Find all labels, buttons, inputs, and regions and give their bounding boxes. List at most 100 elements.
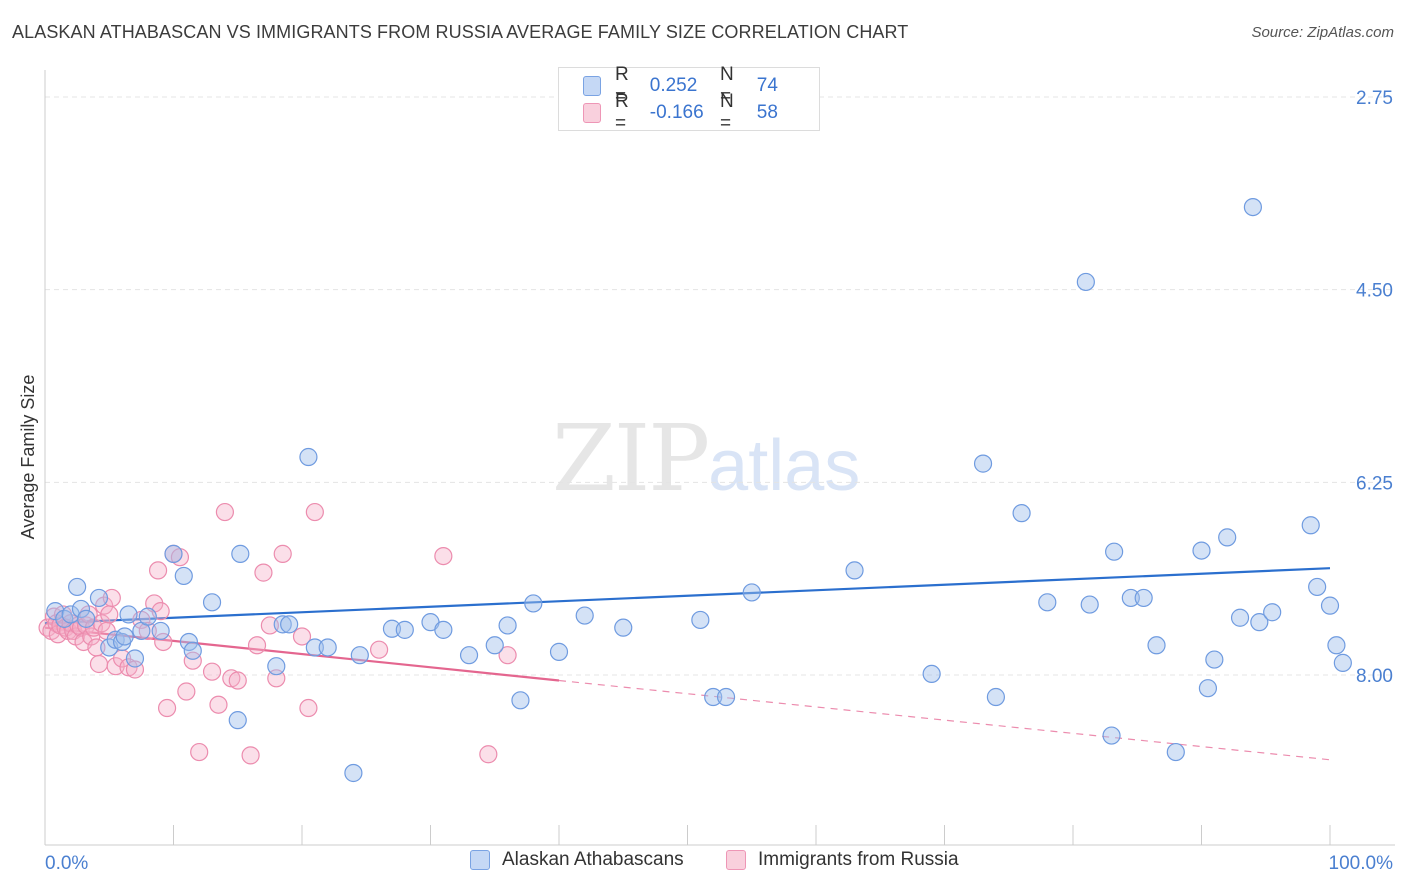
data-point-athabascan [125,649,145,668]
legend-row-athabascans: R = 0.252 N = 74 [583,64,819,107]
data-point-russia [138,621,157,641]
data-point-athabascan [77,609,96,628]
x-tick-label: 100.0% [1329,853,1394,874]
data-point-athabascan [549,642,569,661]
data-point-athabascan [115,627,134,646]
data-point-athabascan [350,646,369,665]
chart-source: Source: ZipAtlas.com [1251,24,1394,41]
data-point-athabascan [986,687,1006,707]
correlation-legend: R = 0.252 N = 74 R = -0.166 N = 58 [558,64,820,134]
data-point-russia [299,698,318,718]
data-point-russia [498,646,517,665]
data-point-russia [241,746,260,765]
data-point-athabascan [202,593,222,612]
data-point-athabascan [511,691,530,710]
data-point-russia [305,502,324,522]
data-point-athabascan [1320,596,1340,615]
trend-line-athabascans [44,567,1331,625]
data-point-athabascan [318,638,337,657]
data-point-athabascan [174,566,193,586]
data-point-athabascan [1102,726,1121,745]
data-point-russia [254,563,273,582]
data-point-russia [479,745,498,764]
data-point-russia [202,662,222,681]
data-point-athabascan [1080,595,1099,614]
data-point-athabascan [1333,653,1352,672]
data-point-russia [154,632,173,652]
legend-r-label: R = [615,64,629,107]
legend-r-value: 0.252 [649,75,698,96]
data-point-athabascan [1012,504,1031,523]
watermark-zip: ZIP [552,405,710,512]
data-point-athabascan [273,615,292,634]
data-point-athabascan [183,641,202,660]
legend-swatch-blue [583,76,601,96]
data-point-russia [100,605,119,624]
data-point-athabascan [344,763,363,783]
x-tick-label: 0.0% [45,853,88,874]
data-point-athabascan [1134,588,1153,608]
data-point-athabascan [704,687,723,707]
data-point-athabascan [742,583,761,602]
legend-r-value: -0.166 [649,102,704,123]
data-point-athabascan [1243,197,1263,217]
data-point-russia [273,544,292,563]
data-point-athabascan [1105,542,1124,561]
legend-r-label: R = [615,91,629,134]
series-legend-athabascans: Alaskan Athabascans [470,849,684,871]
chart-title: ALASKAN ATHABASCAN VS IMMIGRANTS FROM RU… [12,22,909,42]
data-point-athabascan [1192,541,1211,560]
data-point-athabascan [691,610,710,630]
series-label-russia: Immigrants from Russia [758,849,959,870]
data-point-athabascan [1308,577,1327,597]
data-point-athabascan [138,607,157,626]
axis-layer [44,70,1395,846]
data-point-athabascan [164,544,183,563]
data-point-athabascan [1166,742,1185,762]
data-point-russia [215,502,234,522]
grid-layer [45,96,1395,676]
data-point-russia [190,742,209,762]
series-legend-russia: Immigrants from Russia [726,849,959,871]
data-point-athabascan [1218,528,1237,547]
y-tick-label: 6.25 [1356,473,1393,494]
trend-layer [44,567,1331,761]
data-point-athabascan [922,664,941,683]
data-point-athabascan [498,616,517,635]
data-point-athabascan [1147,636,1166,655]
watermark: ZIPatlas [552,405,860,512]
data-point-russia [183,651,202,670]
series-label-athabascans: Alaskan Athabascans [502,849,684,870]
y-tick-label: 4.50 [1356,281,1393,302]
data-point-athabascan [179,632,199,652]
data-point-athabascan [524,594,543,613]
data-point-athabascan [299,447,318,467]
data-point-athabascan [68,577,87,597]
data-point-athabascan [267,657,286,676]
data-point-athabascan [1263,603,1282,622]
series-swatch-blue [470,850,490,870]
data-point-athabascan [1205,650,1224,669]
data-point-russia [89,654,109,674]
y-tick-label: 8.00 [1356,666,1393,687]
legend-n-value: 58 [756,102,778,123]
data-point-athabascan [305,638,324,657]
data-point-athabascan [1327,636,1346,655]
legend-swatch-pink [583,103,601,123]
data-point-athabascan [151,621,170,641]
data-point-athabascan [1038,593,1057,612]
data-point-athabascan [119,605,138,624]
legend-n-label: N = [720,64,734,107]
y-axis-label: Average Family Size [18,375,38,540]
data-point-athabascan [231,544,250,563]
data-point-athabascan [434,620,453,639]
data-point-athabascan [228,711,247,730]
data-point-russia [102,588,121,608]
data-point-athabascan [716,687,736,707]
data-point-athabascan [485,636,504,655]
data-point-athabascan [1250,613,1269,632]
data-point-athabascan [575,606,594,625]
data-point-athabascan [845,561,864,580]
data-point-russia [177,682,196,701]
data-point-russia [157,698,177,718]
